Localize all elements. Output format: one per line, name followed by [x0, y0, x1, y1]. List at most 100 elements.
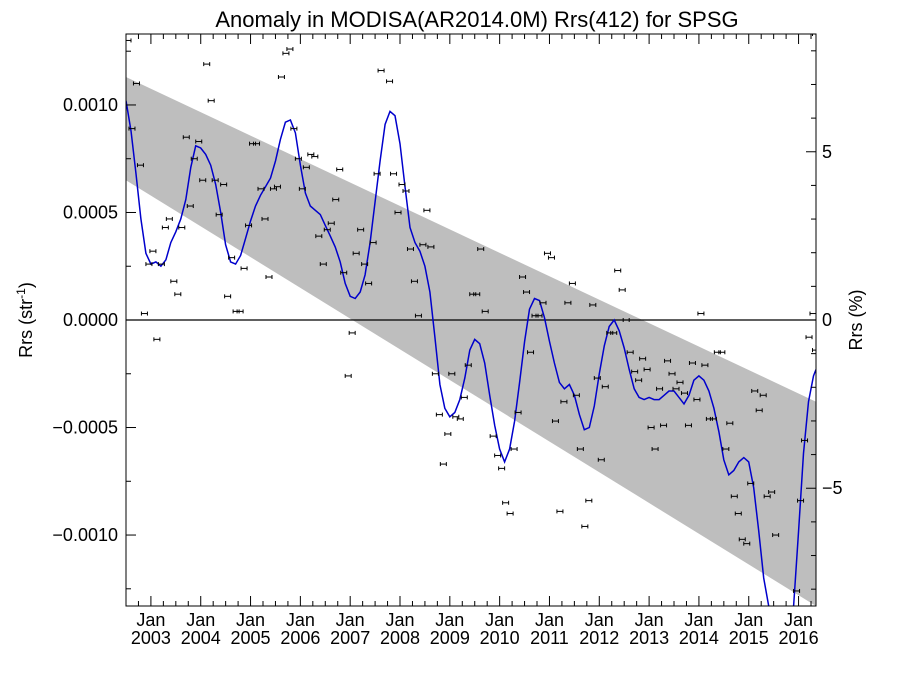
- data-point: [340, 270, 348, 275]
- data-point: [423, 208, 431, 213]
- data-point: [676, 380, 684, 385]
- x-tick-year: 2012: [579, 628, 619, 648]
- x-tick-month: Jan: [535, 610, 564, 630]
- data-point: [614, 268, 622, 273]
- data-point: [195, 139, 203, 144]
- data-point: [651, 447, 659, 452]
- data-point: [386, 79, 394, 84]
- x-tick-month: Jan: [784, 610, 813, 630]
- data-points: [126, 34, 816, 593]
- data-point: [369, 240, 377, 245]
- x-tick-year: 2015: [729, 628, 769, 648]
- y2-tick-label: −5: [822, 478, 843, 498]
- data-point: [307, 152, 315, 157]
- y-tick-label: 0.0005: [63, 202, 118, 222]
- data-point: [253, 141, 261, 146]
- x-tick-month: Jan: [435, 610, 464, 630]
- x-tick-month: Jan: [186, 610, 215, 630]
- data-point: [772, 533, 780, 538]
- data-point: [344, 373, 352, 378]
- data-point: [357, 227, 365, 232]
- data-point: [377, 68, 385, 73]
- data-point: [626, 350, 634, 355]
- data-point: [311, 154, 319, 159]
- data-point: [161, 225, 169, 230]
- data-point: [473, 292, 481, 297]
- data-point: [136, 163, 144, 168]
- x-tick-year: 2008: [380, 628, 420, 648]
- data-point: [327, 221, 335, 226]
- data-point: [610, 330, 618, 335]
- data-point: [419, 242, 427, 247]
- data-point: [265, 274, 273, 279]
- data-point: [672, 386, 680, 391]
- data-point: [132, 81, 140, 86]
- data-point: [809, 311, 816, 316]
- data-point: [165, 216, 173, 221]
- data-point: [157, 262, 165, 267]
- data-point: [186, 204, 194, 209]
- data-point: [660, 423, 668, 428]
- data-point: [726, 421, 734, 426]
- data-point: [506, 511, 514, 516]
- data-point: [801, 438, 809, 443]
- data-point: [709, 416, 717, 421]
- data-point: [759, 393, 767, 398]
- data-point: [556, 509, 564, 514]
- bottom-axis: Jan2003Jan2004Jan2005Jan2006Jan2007Jan20…: [125, 34, 819, 648]
- data-point: [460, 395, 468, 400]
- data-point: [190, 156, 198, 161]
- data-point: [373, 171, 381, 176]
- y2-tick-label: 5: [822, 142, 832, 162]
- data-point: [514, 410, 522, 415]
- data-point: [282, 51, 290, 56]
- data-point: [439, 462, 447, 467]
- data-point: [747, 481, 755, 486]
- data-point: [805, 335, 813, 340]
- data-point: [797, 498, 805, 503]
- data-point: [464, 363, 472, 368]
- x-tick-year: 2005: [231, 628, 271, 648]
- data-point: [174, 292, 182, 297]
- data-point: [523, 290, 531, 295]
- data-point: [668, 371, 676, 376]
- x-tick-year: 2016: [779, 628, 819, 648]
- x-tick-year: 2010: [480, 628, 520, 648]
- y2-tick-label: 0: [822, 310, 832, 330]
- x-tick-year: 2009: [430, 628, 470, 648]
- data-point: [286, 47, 294, 52]
- chart-title: Anomaly in MODISA(AR2014.0M) Rrs(412) fo…: [215, 7, 738, 32]
- x-tick-year: 2007: [330, 628, 370, 648]
- data-point: [390, 171, 398, 176]
- data-point: [302, 165, 310, 170]
- smooth-line: [126, 100, 770, 606]
- data-point: [793, 588, 801, 593]
- data-point: [684, 423, 692, 428]
- data-point: [576, 447, 584, 452]
- data-point: [738, 537, 746, 542]
- data-point: [680, 391, 688, 396]
- data-point: [269, 186, 277, 191]
- data-point: [365, 281, 373, 286]
- data-point: [448, 371, 456, 376]
- data-point: [452, 414, 460, 419]
- data-point: [398, 182, 406, 187]
- data-point: [734, 511, 742, 516]
- data-point: [519, 274, 527, 279]
- data-point: [149, 249, 157, 254]
- data-point: [220, 182, 228, 187]
- data-point: [601, 384, 609, 389]
- y-tick-label: 0.0010: [63, 95, 118, 115]
- data-point: [688, 361, 696, 366]
- data-point: [199, 178, 207, 183]
- data-point: [145, 262, 153, 267]
- data-point: [568, 281, 576, 286]
- trend-band: [126, 77, 816, 606]
- data-point: [597, 457, 605, 462]
- data-point: [812, 34, 816, 36]
- data-point: [656, 386, 664, 391]
- data-point: [182, 135, 190, 140]
- x-tick-year: 2013: [629, 628, 669, 648]
- data-point: [527, 350, 535, 355]
- data-point: [498, 466, 506, 471]
